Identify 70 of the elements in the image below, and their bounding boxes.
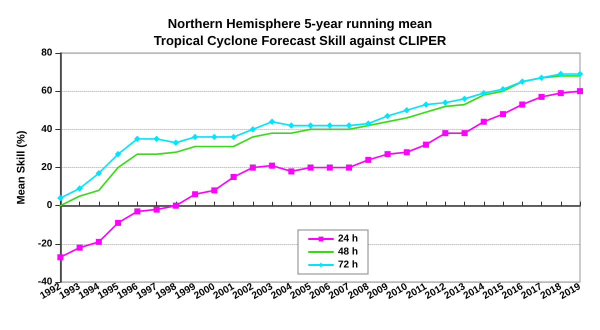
point: [442, 100, 448, 106]
x-tick-label: 2019: [558, 281, 584, 302]
point: [423, 102, 430, 108]
legend-label: 48 h: [338, 246, 358, 258]
point: [230, 134, 237, 140]
y-tick-label: 80: [41, 48, 53, 58]
y-tick-label: 40: [41, 124, 53, 135]
point: [365, 120, 372, 127]
y-tick-label: 20: [41, 162, 53, 173]
point: [172, 140, 179, 146]
point: [134, 208, 140, 214]
chart-subtitle: Tropical Cyclone Forecast Skill against CLIPER: [154, 33, 447, 48]
point: [500, 86, 506, 92]
point: [154, 136, 160, 142]
point: [326, 164, 333, 170]
point: [288, 168, 294, 174]
legend-label: 24 h: [338, 234, 358, 244]
point: [211, 134, 218, 140]
point: [154, 206, 160, 212]
point: [96, 170, 102, 176]
point: [134, 136, 140, 142]
point: [538, 74, 545, 81]
chart-title: Northern Hemisphere 5-year running mean: [168, 16, 432, 31]
point: [326, 122, 333, 129]
point: [404, 107, 410, 114]
y-tick-label: 60: [41, 86, 53, 97]
point: [365, 156, 372, 163]
point: [115, 220, 122, 226]
point: [519, 78, 526, 85]
point: [57, 254, 64, 260]
point: [172, 202, 179, 209]
point: [500, 111, 506, 118]
point: [211, 187, 218, 194]
point: [250, 126, 256, 132]
point: [269, 162, 276, 169]
point: [250, 164, 256, 170]
point: [269, 118, 276, 125]
point: [480, 90, 487, 96]
point: [346, 122, 352, 129]
point: [346, 164, 352, 170]
y-tick-label: -40: [38, 276, 53, 288]
point: [480, 118, 487, 125]
point: [423, 142, 430, 148]
point: [76, 244, 83, 251]
point: [577, 88, 583, 94]
point: [230, 174, 237, 180]
point: [462, 130, 468, 136]
point: [384, 112, 391, 119]
y-axis-title: Mean Skill (%): [16, 130, 28, 204]
point: [404, 149, 410, 156]
y-tick-label: -20: [38, 238, 53, 250]
point: [192, 134, 198, 140]
legend-label: 72 h: [338, 260, 358, 270]
point: [96, 238, 102, 245]
point: [558, 90, 564, 96]
point: [76, 185, 83, 192]
point: [288, 122, 294, 129]
point: [308, 164, 314, 170]
point: [519, 102, 526, 108]
point: [308, 122, 314, 129]
point: [57, 195, 64, 202]
point: [384, 151, 391, 158]
point: [115, 151, 122, 158]
point: [462, 96, 468, 102]
point: [558, 70, 564, 77]
point: [192, 191, 198, 198]
point: [538, 94, 545, 100]
point: [442, 130, 448, 136]
y-tick-label: 0: [46, 200, 53, 212]
point: [577, 70, 583, 77]
